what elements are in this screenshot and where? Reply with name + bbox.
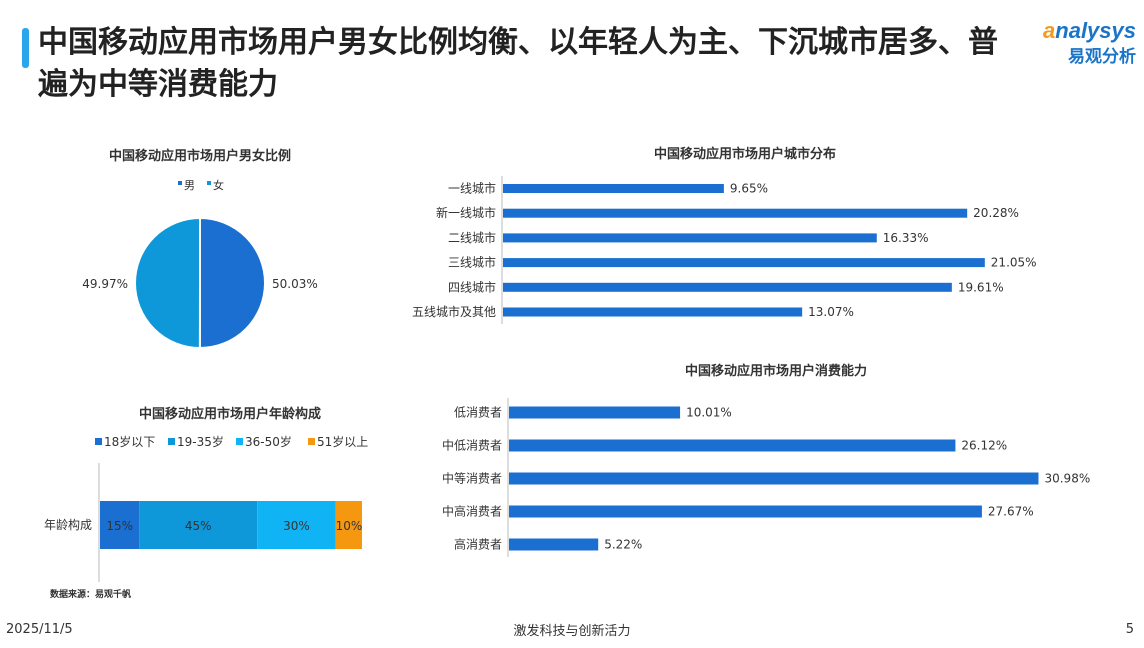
age-chart-title: 中国移动应用市场用户年龄构成 bbox=[139, 406, 321, 422]
age-segment-label-1: 45% bbox=[185, 519, 212, 533]
gender-legend-swatch-0 bbox=[178, 181, 182, 185]
gender-chart-title: 中国移动应用市场用户男女比例 bbox=[109, 148, 291, 164]
consume-bar-0 bbox=[509, 406, 681, 419]
city-category-label-5: 五线城市及其他 bbox=[412, 304, 496, 319]
data-source: 数据来源：易观千帆 bbox=[50, 590, 132, 600]
footer-slogan: 激发科技与创新活力 bbox=[513, 624, 631, 639]
consume-value-label-3: 27.67% bbox=[988, 505, 1034, 519]
gender-label-male: 50.03% bbox=[272, 277, 318, 291]
consume-bar-1 bbox=[509, 439, 956, 452]
age-segment-label-0: 15% bbox=[106, 519, 133, 533]
logo-en-mark: a bbox=[1043, 18, 1056, 43]
age-segment-label-3: 10% bbox=[336, 519, 363, 533]
age-bar-segment-2 bbox=[257, 501, 336, 549]
gender-legend-label-0: 男 bbox=[184, 179, 195, 192]
city-category-label-3: 三线城市 bbox=[448, 255, 496, 270]
age-legend-swatch-1 bbox=[168, 438, 175, 445]
logo-cn: 易观分析 bbox=[1068, 47, 1136, 67]
city-value-label-3: 21.05% bbox=[991, 256, 1037, 270]
city-value-label-4: 19.61% bbox=[958, 280, 1004, 294]
city-bar-1 bbox=[503, 208, 968, 218]
gender-legend-swatch-1 bbox=[207, 181, 211, 185]
city-value-label-2: 16.33% bbox=[883, 231, 929, 245]
footer-date: 2025/11/5 bbox=[6, 622, 73, 637]
age-segment-label-2: 30% bbox=[283, 519, 310, 533]
gender-label-female: 49.97% bbox=[82, 277, 128, 291]
title-accent-bar bbox=[22, 28, 29, 68]
consume-category-label-1: 中低消费者 bbox=[442, 438, 502, 453]
city-bar-5 bbox=[503, 307, 803, 317]
consume-bar-2 bbox=[509, 472, 1039, 485]
city-bar-2 bbox=[503, 233, 877, 243]
gender-pie-slice-1 bbox=[134, 216, 201, 350]
city-category-label-0: 一线城市 bbox=[448, 181, 496, 196]
page-title: 中国移动应用市场用户男女比例均衡、以年轻人为主、下沉城市居多、普遍为中等消费能力 bbox=[38, 25, 998, 102]
consume-bar-4 bbox=[509, 538, 599, 551]
page-number: 5 bbox=[1125, 622, 1134, 637]
gender-legend-label-1: 女 bbox=[213, 178, 224, 192]
city-chart-title: 中国移动应用市场用户城市分布 bbox=[654, 146, 836, 162]
age-legend-label-2: 36-50岁 bbox=[245, 434, 292, 449]
city-bar-3 bbox=[503, 258, 985, 268]
consume-value-label-0: 10.01% bbox=[686, 406, 732, 420]
age-legend-swatch-2 bbox=[236, 438, 243, 445]
gender-pie-slice-0 bbox=[198, 216, 266, 350]
consume-category-label-2: 中等消费者 bbox=[442, 471, 502, 486]
analysys-logo: analysys 易观分析 bbox=[1006, 18, 1136, 67]
logo-en-rest: nalysys bbox=[1055, 18, 1136, 43]
consume-value-label-4: 5.22% bbox=[604, 538, 642, 552]
age-legend-label-1: 19-35岁 bbox=[177, 434, 224, 449]
consume-category-label-0: 低消费者 bbox=[454, 406, 502, 420]
city-category-label-2: 二线城市 bbox=[448, 230, 496, 245]
consume-category-label-3: 中高消费者 bbox=[442, 504, 502, 519]
city-value-label-1: 20.28% bbox=[973, 206, 1019, 220]
consume-value-label-1: 26.12% bbox=[961, 439, 1007, 453]
city-value-label-0: 9.65% bbox=[730, 182, 768, 196]
city-category-label-1: 新一线城市 bbox=[436, 205, 496, 220]
age-legend-label-3: 51岁以上 bbox=[317, 434, 368, 449]
consume-bar-3 bbox=[509, 505, 982, 518]
age-bar-segment-0 bbox=[100, 501, 140, 549]
city-bar-4 bbox=[503, 282, 952, 292]
age-legend-swatch-0 bbox=[95, 438, 102, 445]
age-bar-segment-1 bbox=[139, 501, 258, 549]
age-category-label: 年龄构成 bbox=[44, 517, 92, 532]
consume-value-label-2: 30.98% bbox=[1044, 472, 1090, 486]
age-legend-swatch-3 bbox=[308, 438, 315, 445]
age-bar-segment-3 bbox=[335, 501, 362, 549]
age-legend-label-0: 18岁以下 bbox=[104, 434, 155, 449]
city-value-label-5: 13.07% bbox=[808, 305, 854, 319]
city-category-label-4: 四线城市 bbox=[448, 279, 496, 294]
logo-en: analysys bbox=[1006, 18, 1136, 44]
consume-category-label-4: 高消费者 bbox=[454, 537, 502, 552]
city-bar-0 bbox=[503, 184, 724, 193]
consume-chart-title: 中国移动应用市场用户消费能力 bbox=[685, 363, 867, 379]
